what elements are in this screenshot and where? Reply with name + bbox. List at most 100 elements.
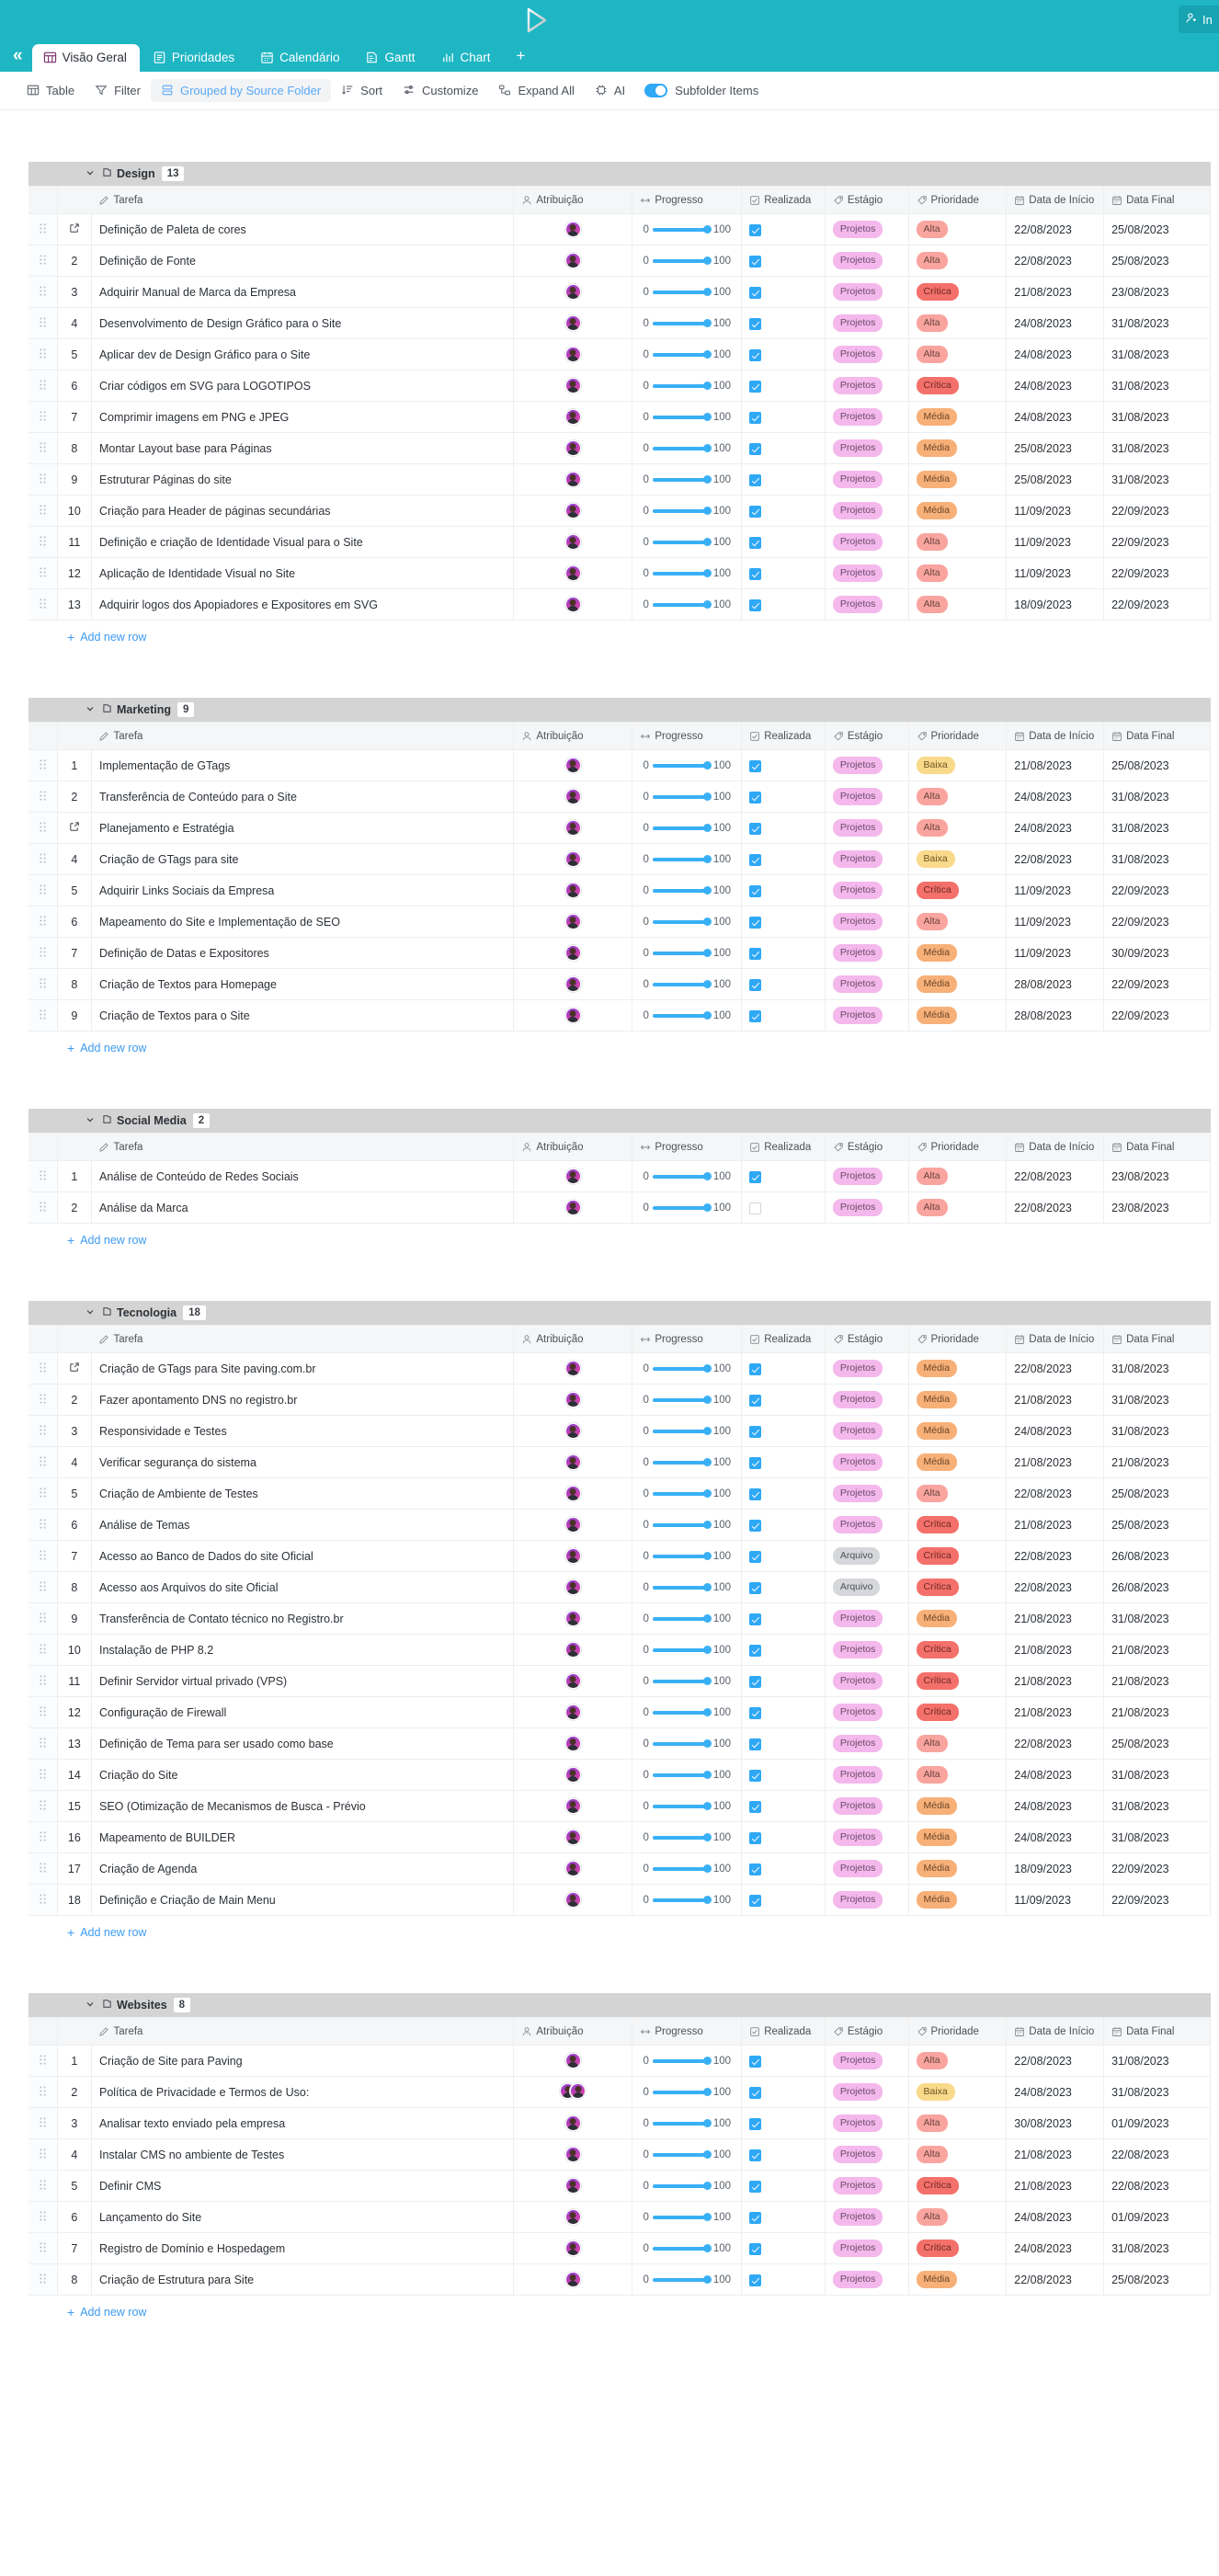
sort-button[interactable]: Sort — [331, 79, 393, 102]
progress-slider[interactable] — [652, 1708, 712, 1716]
cell-start-date[interactable]: 22/08/2023 — [1006, 1160, 1105, 1192]
cell-assignee[interactable] — [513, 338, 633, 370]
done-checkbox[interactable] — [749, 1581, 762, 1594]
cell-priority[interactable]: Média — [908, 968, 1008, 1000]
cell-start-date[interactable]: 11/09/2023 — [1006, 937, 1105, 969]
cell-stage[interactable]: Projetos — [825, 1634, 909, 1666]
row-number[interactable]: 13 — [57, 588, 92, 621]
cell-assignee[interactable] — [513, 2138, 633, 2171]
cell-stage[interactable]: Projetos — [825, 1852, 909, 1885]
cell-stage[interactable]: Projetos — [825, 2201, 909, 2233]
cell-end-date[interactable]: 26/08/2023 — [1103, 1571, 1211, 1603]
cell-progress[interactable]: 0 100 — [632, 307, 743, 339]
cell-priority[interactable]: Crítica — [908, 1509, 1008, 1541]
cell-task[interactable]: Criar códigos em SVG para LOGOTIPOS — [91, 370, 515, 402]
cell-progress[interactable]: 0 100 — [632, 1477, 743, 1510]
cell-done[interactable] — [741, 1821, 826, 1853]
row-number[interactable]: 11 — [57, 526, 92, 558]
collapse-sidebar-button[interactable]: « — [13, 46, 23, 65]
cell-progress[interactable]: 0 100 — [632, 526, 743, 558]
row-number[interactable]: 2 — [57, 1384, 92, 1416]
cell-assignee[interactable] — [513, 874, 633, 906]
cell-done[interactable] — [741, 812, 826, 844]
cell-end-date[interactable]: 25/08/2023 — [1103, 245, 1211, 277]
column-header-prio[interactable]: Prioridade — [908, 2017, 1008, 2046]
done-checkbox[interactable] — [749, 1769, 762, 1782]
cell-done[interactable] — [741, 557, 826, 589]
row-number[interactable]: 16 — [57, 1821, 92, 1853]
cell-stage[interactable]: Projetos — [825, 2138, 909, 2171]
cell-progress[interactable]: 0 100 — [632, 1727, 743, 1760]
cell-progress[interactable]: 0 100 — [632, 370, 743, 402]
cell-end-date[interactable]: 31/08/2023 — [1103, 812, 1211, 844]
done-checkbox[interactable] — [749, 473, 762, 486]
cell-task[interactable]: Criação de GTags para Site paving.com.br — [91, 1352, 515, 1385]
cell-priority[interactable]: Média — [908, 1884, 1008, 1916]
done-checkbox[interactable] — [749, 1613, 762, 1625]
row-drag-handle[interactable] — [28, 495, 58, 527]
row-drag-handle[interactable] — [28, 812, 58, 844]
cell-task[interactable]: Criação de Agenda — [91, 1852, 515, 1885]
row-drag-handle[interactable] — [28, 1884, 58, 1916]
cell-progress[interactable]: 0 100 — [632, 213, 743, 245]
cell-start-date[interactable]: 24/08/2023 — [1006, 338, 1105, 370]
group-header-social-media[interactable]: Social Media 2 — [28, 1109, 1211, 1133]
row-drag-handle[interactable] — [28, 557, 58, 589]
cell-end-date[interactable]: 21/08/2023 — [1103, 1665, 1211, 1697]
cell-done[interactable] — [741, 370, 826, 402]
avatar[interactable] — [564, 1423, 581, 1439]
cell-assignee[interactable] — [513, 1509, 633, 1541]
cell-start-date[interactable]: 21/08/2023 — [1006, 1384, 1105, 1416]
cell-task[interactable]: Definição de Tema para ser usado como ba… — [91, 1727, 515, 1760]
progress-slider[interactable] — [652, 1427, 712, 1435]
row-number[interactable]: 2 — [57, 781, 92, 813]
cell-assignee[interactable] — [513, 557, 633, 589]
row-number[interactable]: 1 — [57, 2045, 92, 2077]
row-drag-handle[interactable] — [28, 1540, 58, 1572]
cell-stage[interactable]: Projetos — [825, 2107, 909, 2139]
cell-start-date[interactable]: 24/08/2023 — [1006, 307, 1105, 339]
row-drag-handle[interactable] — [28, 307, 58, 339]
cell-assignee[interactable] — [513, 1160, 633, 1192]
cell-stage[interactable]: Projetos — [825, 2232, 909, 2264]
cell-priority[interactable]: Crítica — [908, 2232, 1008, 2264]
cell-end-date[interactable]: 22/09/2023 — [1103, 588, 1211, 621]
avatar[interactable] — [564, 284, 581, 300]
cell-assignee[interactable] — [513, 1602, 633, 1635]
table-row[interactable]: 1 Implementação de GTags 0 100 Projetos Baixa… — [28, 749, 1211, 781]
cell-stage[interactable]: Projetos — [825, 1477, 909, 1510]
avatar[interactable] — [564, 2272, 581, 2287]
group-header-websites[interactable]: Websites 8 — [28, 1993, 1211, 2017]
done-checkbox[interactable] — [749, 1738, 762, 1750]
progress-slider[interactable] — [652, 824, 712, 832]
cell-start-date[interactable]: 22/08/2023 — [1006, 1540, 1105, 1572]
avatar[interactable] — [564, 2147, 581, 2162]
cell-priority[interactable]: Média — [908, 937, 1008, 969]
row-number[interactable]: 10 — [57, 1634, 92, 1666]
cell-done[interactable] — [741, 2232, 826, 2264]
progress-slider[interactable] — [652, 444, 712, 452]
row-number[interactable]: 3 — [57, 1415, 92, 1447]
cell-assignee[interactable] — [513, 1852, 633, 1885]
chevron-down-icon[interactable] — [85, 1115, 95, 1127]
tab-prioridades[interactable]: Prioridades — [142, 44, 247, 72]
cell-end-date[interactable]: 23/08/2023 — [1103, 1191, 1211, 1224]
cell-done[interactable] — [741, 2107, 826, 2139]
cell-progress[interactable]: 0 100 — [632, 1160, 743, 1192]
progress-slider[interactable] — [652, 507, 712, 515]
cell-assignee[interactable] — [513, 1727, 633, 1760]
column-header-task[interactable]: Tarefa — [91, 1325, 515, 1353]
row-drag-handle[interactable] — [28, 1665, 58, 1697]
cell-assignee[interactable] — [513, 812, 633, 844]
chevron-down-icon[interactable] — [85, 168, 95, 180]
avatar[interactable] — [564, 1200, 581, 1215]
column-header-assign[interactable]: Atribuição — [513, 1133, 633, 1161]
row-drag-handle[interactable] — [28, 1821, 58, 1853]
cell-assignee[interactable] — [513, 1821, 633, 1853]
avatar[interactable] — [564, 1168, 581, 1184]
cell-progress[interactable]: 0 100 — [632, 1446, 743, 1478]
chevron-down-icon[interactable] — [85, 1307, 95, 1319]
cell-progress[interactable]: 0 100 — [632, 1540, 743, 1572]
cell-priority[interactable]: Média — [908, 495, 1008, 527]
progress-slider[interactable] — [652, 1552, 712, 1560]
